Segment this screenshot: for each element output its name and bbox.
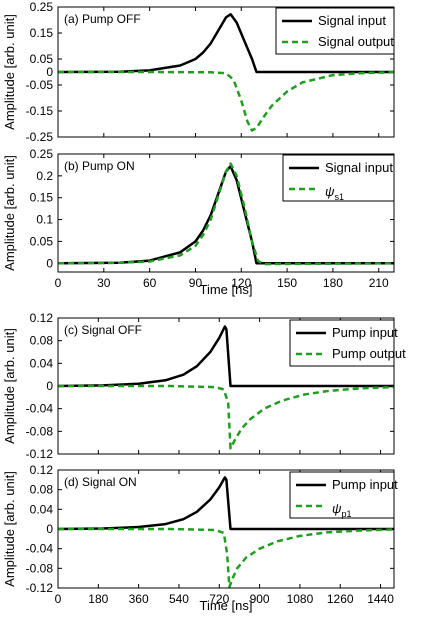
y-tick-label: 0.04 — [30, 356, 54, 370]
x-tick-label: 1260 — [327, 592, 354, 606]
x-tick-label: 0 — [55, 592, 62, 606]
legend-label-text: Pump input — [332, 477, 398, 492]
legend-label: Pump input — [332, 477, 398, 492]
legend-label: Signal input — [325, 160, 393, 175]
x-tick-label: 540 — [169, 592, 189, 606]
y-tick-label: -0.15 — [26, 104, 54, 118]
y-tick-label: 0.25 — [30, 147, 54, 161]
y-tick-label: 0.15 — [30, 26, 54, 40]
y-tick-label: 0.04 — [30, 502, 54, 516]
x-tick-label: 180 — [323, 276, 343, 290]
legend-label-text: Signal input — [318, 13, 386, 28]
panel-a: 0.25 0.15 0.050-0.05 -0.15 -0.25 (a) Pump OFF… — [2, 0, 395, 144]
y-tick-label: -0.08 — [26, 561, 54, 575]
legend: Signal input Signal output — [275, 7, 395, 55]
y-tick-label: 0.05 — [30, 234, 54, 248]
panel-c: 0.12 0.08 0.04 0 -0.04 -0.08 -0.12 (c) Signal O… — [2, 311, 406, 461]
x-axis-label: Time [ns] — [200, 598, 253, 613]
legend-box — [289, 319, 395, 367]
legend: Pump input ψp1 — [289, 471, 398, 519]
x-tick-label: 1440 — [367, 592, 394, 606]
x-tick-label: 60 — [143, 276, 157, 290]
y-tick-label: 0.1 — [36, 213, 53, 227]
legend-label-subscript: s1 — [334, 192, 344, 202]
legend-box — [282, 154, 395, 202]
series-line-psi-s1 — [57, 162, 395, 266]
plot-frame — [57, 153, 395, 273]
panel-b: 0.25 0.2 0.15 0.1 0.05 00 30 60 90 120 150 180 210 (b… — [2, 147, 395, 297]
x-tick-label: 180 — [88, 592, 108, 606]
y-tick-label: -0.04 — [26, 402, 54, 416]
x-tick-label: 120 — [231, 276, 251, 290]
legend-label-subscript: p1 — [341, 509, 351, 519]
panel-label: (c) Signal OFF — [64, 323, 142, 337]
y-tick-label: 0.2 — [36, 169, 53, 183]
x-tick-label: 360 — [129, 592, 149, 606]
series-line-psi-p1 — [58, 527, 395, 589]
x-tick-label: 90 — [189, 276, 203, 290]
y-tick-label: -0.04 — [26, 542, 54, 556]
legend-label-text: Signal input — [325, 160, 393, 175]
y-axis-label: Amplitude [arb. unit] — [2, 471, 17, 587]
legend-box — [289, 471, 395, 519]
y-tick-label: -0.08 — [26, 424, 54, 438]
y-tick-label: -0.12 — [26, 447, 54, 461]
legend-label-text: Signal output — [318, 34, 394, 49]
y-tick-label: 0.15 — [30, 191, 54, 205]
y-tick-label: 0.25 — [30, 0, 54, 14]
legend-label: ψs1 — [325, 184, 344, 202]
y-tick-label: -0.25 — [26, 130, 54, 144]
panel-d: 0.120.080.040-0.04-0.08-0.120 180 360 540 72… — [2, 463, 398, 613]
x-tick-label: 900 — [250, 592, 270, 606]
x-tick-label: 30 — [97, 276, 111, 290]
y-tick-label: 0.12 — [30, 311, 54, 325]
y-tick-label: 0.12 — [30, 463, 54, 477]
y-tick-label: 0.05 — [30, 52, 54, 66]
legend: Signal input ψs1 — [282, 154, 395, 202]
series-line-signal-input — [57, 13, 394, 74]
y-tick-label: 0.08 — [30, 334, 54, 348]
series-line-pump-output — [58, 384, 395, 450]
y-tick-label: -0.12 — [26, 581, 54, 595]
y-axis-label: Amplitude [arb. unit] — [2, 14, 17, 130]
legend-label: Pump output — [332, 346, 406, 361]
plot-frame — [57, 6, 395, 138]
legend-label-text: Pump output — [332, 346, 406, 361]
legend-label: Signal output — [318, 34, 394, 49]
plot-frame — [57, 317, 395, 455]
y-tick-label: -0.05 — [26, 78, 54, 92]
legend-label-text: Pump input — [332, 325, 398, 340]
legend-box — [275, 7, 395, 55]
y-tick-label: 0 — [46, 379, 53, 393]
series-line-pump-input — [57, 476, 394, 531]
panel-label: (b) Pump ON — [64, 159, 135, 173]
x-axis-label: Time [ns] — [200, 282, 253, 297]
legend-label-text: ψ — [332, 501, 342, 516]
legend-label: ψp1 — [332, 501, 351, 519]
panel-label: (d) Signal ON — [64, 475, 137, 489]
x-tick-label: 150 — [277, 276, 297, 290]
panel-label: (a) Pump OFF — [64, 12, 141, 26]
series-line-pump-input — [57, 325, 394, 388]
legend: Pump input Pump output — [289, 319, 406, 367]
y-tick-label: 0 — [46, 65, 53, 79]
x-tick-label: 0 — [55, 276, 62, 290]
legend-label-text: ψ — [325, 184, 335, 199]
x-tick-label: 720 — [209, 592, 229, 606]
series-line-signal-output — [58, 70, 395, 132]
x-tick-label: 210 — [369, 276, 389, 290]
y-tick-label: 0.08 — [30, 483, 54, 497]
legend-label: Pump input — [332, 325, 398, 340]
legend-label: Signal input — [318, 13, 386, 28]
plot-frame — [57, 469, 395, 589]
x-tick-label: 1080 — [287, 592, 314, 606]
y-tick-label: 0 — [46, 256, 53, 270]
y-tick-label: 0 — [46, 522, 53, 536]
y-axis-label: Amplitude [arb. unit] — [2, 155, 17, 271]
y-axis-label: Amplitude [arb. unit] — [2, 328, 17, 444]
